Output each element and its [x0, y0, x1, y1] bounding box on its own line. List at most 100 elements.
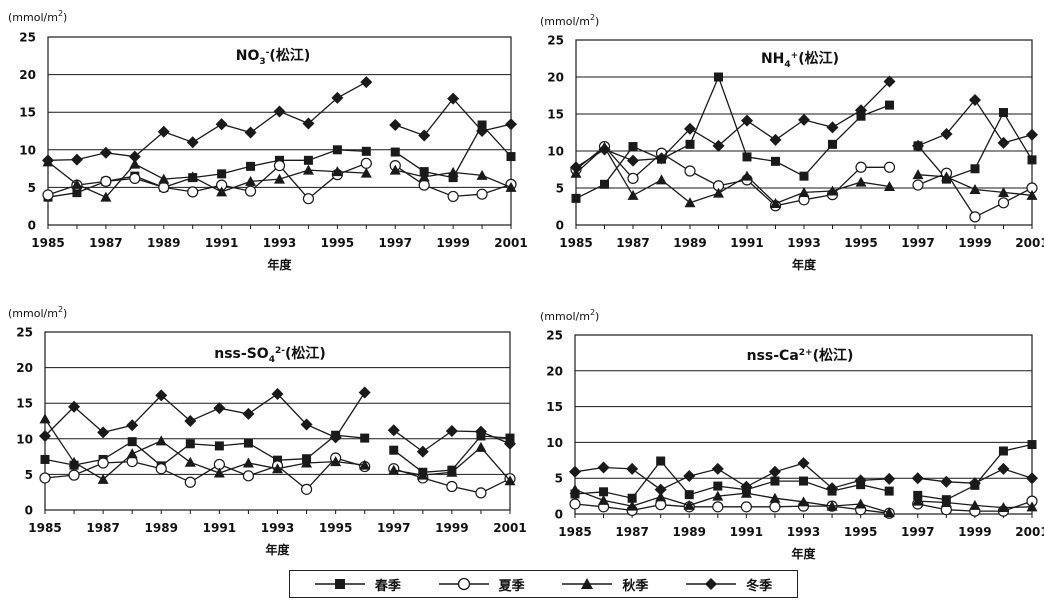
x-tick-label: 1999	[958, 236, 991, 250]
data-point	[598, 143, 611, 156]
data-point	[185, 439, 195, 449]
series-line	[44, 392, 366, 439]
series-line	[575, 75, 890, 199]
data-point	[998, 446, 1008, 456]
x-tick-label: 2001	[1015, 525, 1044, 539]
data-point	[1026, 501, 1038, 512]
data-point	[855, 161, 867, 173]
data-point	[245, 175, 257, 186]
y-tick-label: 5	[556, 182, 564, 196]
data-point	[626, 500, 638, 511]
x-tick-label: 2001	[494, 236, 527, 250]
data-point	[655, 491, 667, 502]
y-tick-label: 20	[19, 68, 36, 82]
data-point	[447, 190, 459, 203]
data-point	[506, 152, 516, 162]
data-point	[941, 171, 952, 182]
x-tick-label: 2001	[1015, 236, 1044, 250]
data-point	[359, 459, 371, 470]
data-point	[797, 457, 810, 470]
data-point	[42, 189, 54, 201]
data-point	[476, 169, 488, 180]
series-line	[574, 489, 890, 514]
data-point	[301, 457, 313, 468]
x-tick-label: 1991	[205, 236, 238, 250]
data-point	[389, 164, 401, 175]
data-point	[913, 490, 923, 500]
data-point	[599, 487, 609, 497]
data-point	[187, 171, 199, 182]
data-point	[242, 457, 254, 468]
y-tick-label: 25	[546, 329, 563, 343]
data-point	[184, 456, 196, 467]
data-point	[627, 154, 639, 167]
data-point	[476, 188, 488, 200]
data-point	[912, 139, 924, 152]
x-tick-label: 1997	[379, 236, 412, 250]
series-line	[575, 145, 890, 207]
x-tick-label: 1985	[559, 236, 592, 250]
data-point	[158, 173, 170, 184]
x-axis-label: 年度	[267, 257, 292, 272]
y-tick-label: 10	[19, 143, 36, 157]
y-tick-label: 15	[546, 400, 563, 414]
chart-panel-2: 0 5 10 15 20 25 1985 1987 1989 1991 1993 1995 1997 19…	[540, 13, 1044, 272]
data-point	[997, 197, 1010, 209]
data-point	[712, 139, 725, 152]
data-point	[446, 466, 458, 477]
data-point	[713, 481, 723, 491]
x-tick-label: 1991	[203, 521, 236, 535]
y-tick-label: 0	[555, 508, 563, 522]
data-point	[969, 211, 981, 223]
data-point	[475, 487, 487, 499]
data-point	[71, 178, 83, 189]
data-point	[911, 472, 924, 485]
data-point	[97, 457, 109, 469]
data-point	[388, 464, 400, 475]
y-tick-label: 15	[19, 106, 36, 120]
data-point	[912, 179, 924, 191]
legend-item-autumn: 秋季	[562, 575, 648, 594]
data-point	[712, 501, 724, 513]
data-point	[217, 169, 227, 179]
data-point	[39, 429, 51, 442]
filled-diamond-marker-icon	[686, 578, 737, 590]
data-point	[912, 495, 924, 506]
data-point	[742, 152, 752, 162]
x-tick-label: 1999	[958, 525, 991, 539]
legend: 春季 夏季 秋季 冬季	[289, 570, 798, 598]
series-3	[570, 141, 1038, 209]
data-point	[683, 499, 695, 510]
data-point	[798, 496, 809, 507]
data-point	[39, 413, 51, 424]
data-point	[997, 136, 1010, 149]
data-point	[155, 435, 167, 446]
x-axis-label: 年度	[792, 257, 817, 272]
data-point	[332, 145, 342, 155]
x-tick-label: 1999	[435, 521, 468, 535]
data-point	[740, 480, 753, 493]
data-point	[155, 389, 168, 402]
series-1	[571, 72, 1037, 203]
data-point	[273, 105, 286, 118]
data-point	[912, 169, 924, 180]
data-point	[997, 502, 1009, 513]
data-point	[855, 498, 867, 509]
data-point	[273, 455, 282, 465]
open-circle-marker-icon	[438, 577, 489, 591]
data-point	[361, 146, 371, 156]
y-tick-label: 10	[16, 432, 33, 446]
data-point	[655, 152, 668, 165]
data-point	[855, 176, 867, 187]
data-point	[129, 172, 141, 184]
data-point	[969, 499, 981, 510]
y-tick-label: 0	[556, 219, 564, 233]
data-point	[39, 472, 51, 484]
data-point	[711, 462, 724, 475]
series-line	[47, 81, 367, 161]
data-point	[854, 474, 867, 487]
data-point	[569, 484, 581, 495]
y-tick-label: 10	[547, 145, 564, 159]
data-point	[213, 467, 225, 478]
x-tick-label: 1997	[901, 236, 934, 250]
